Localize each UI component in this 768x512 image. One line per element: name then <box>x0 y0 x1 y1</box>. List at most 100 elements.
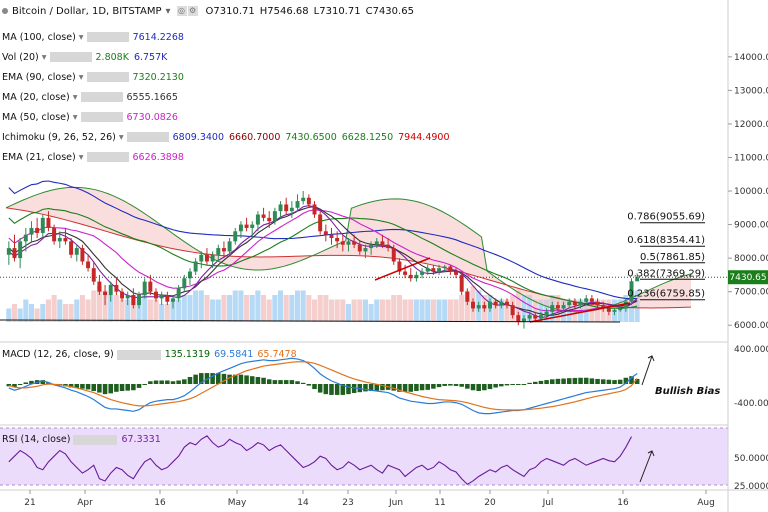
candle[interactable] <box>120 288 125 302</box>
candle[interactable] <box>272 207 277 225</box>
candle[interactable] <box>454 268 459 279</box>
indicator-dropdown-icon[interactable]: ▾ <box>72 111 78 123</box>
settings-icon[interactable]: ⚙ <box>187 6 198 16</box>
candle[interactable] <box>295 194 300 212</box>
candle[interactable] <box>233 227 238 245</box>
candle[interactable] <box>210 251 215 269</box>
candle[interactable] <box>578 298 583 309</box>
candle[interactable] <box>420 268 425 279</box>
candle[interactable] <box>18 238 23 269</box>
candle[interactable] <box>567 298 572 309</box>
candle[interactable] <box>204 248 209 265</box>
candle[interactable] <box>369 241 374 255</box>
indicator-controls[interactable] <box>49 52 92 62</box>
indicator-dropdown-icon[interactable]: ▾ <box>118 131 124 143</box>
candle[interactable] <box>23 227 28 252</box>
candle[interactable] <box>414 271 419 282</box>
candle[interactable] <box>154 288 158 302</box>
candle[interactable] <box>86 254 91 272</box>
indicator-controls[interactable] <box>80 112 123 122</box>
header-collapse-icon[interactable] <box>2 8 8 14</box>
indicator-controls[interactable] <box>86 72 129 82</box>
candle[interactable] <box>629 278 634 306</box>
trendline-lower[interactable] <box>529 302 631 323</box>
candle[interactable] <box>380 234 385 249</box>
candle[interactable] <box>40 214 45 238</box>
candle[interactable] <box>584 295 589 306</box>
candle[interactable] <box>471 298 475 312</box>
indicator-dropdown-icon[interactable]: ▾ <box>78 151 84 163</box>
candle[interactable] <box>312 201 317 218</box>
candle[interactable] <box>499 298 504 309</box>
candle[interactable] <box>391 244 396 265</box>
candle[interactable] <box>182 274 187 292</box>
indicator-controls[interactable] <box>86 32 129 42</box>
candle[interactable] <box>103 284 108 306</box>
candle[interactable] <box>142 278 147 299</box>
candle[interactable] <box>221 241 226 259</box>
candle[interactable] <box>340 234 345 252</box>
candle[interactable] <box>57 231 62 249</box>
indicator-row[interactable]: MA (50, close) ▾ 6730.0826 <box>2 107 455 127</box>
candle[interactable] <box>176 284 181 302</box>
candle[interactable] <box>403 264 408 279</box>
candle[interactable] <box>216 244 221 262</box>
candle[interactable] <box>572 298 577 309</box>
candle[interactable] <box>261 207 266 222</box>
candle[interactable] <box>250 221 255 238</box>
candle[interactable] <box>335 231 340 249</box>
candle[interactable] <box>187 268 192 285</box>
candle[interactable] <box>442 264 447 272</box>
candle[interactable] <box>244 217 249 232</box>
indicator-controls[interactable] <box>80 92 123 102</box>
candle[interactable] <box>52 224 57 245</box>
candle[interactable] <box>601 301 606 312</box>
candle[interactable] <box>363 244 368 259</box>
support-line[interactable] <box>0 319 621 323</box>
candle[interactable] <box>465 288 470 306</box>
candle[interactable] <box>493 298 498 309</box>
candle[interactable] <box>618 305 623 312</box>
candle[interactable] <box>301 191 306 205</box>
candle[interactable] <box>482 301 487 312</box>
candle[interactable] <box>329 227 334 245</box>
candle[interactable] <box>238 221 243 238</box>
indicator-dropdown-icon[interactable]: ▾ <box>72 91 78 103</box>
indicator-controls[interactable] <box>126 132 169 142</box>
candle[interactable] <box>148 274 153 296</box>
candle[interactable] <box>555 301 560 312</box>
candle[interactable] <box>357 241 362 255</box>
candle[interactable] <box>125 291 130 306</box>
candle[interactable] <box>165 291 170 306</box>
candle[interactable] <box>267 211 272 228</box>
candle[interactable] <box>346 238 351 252</box>
candle[interactable] <box>425 264 430 275</box>
macd-controls[interactable] <box>116 349 161 360</box>
symbol-dropdown-icon[interactable]: ▾ <box>165 5 171 17</box>
candle[interactable] <box>397 258 402 275</box>
indicator-row[interactable]: MA (20, close) ▾ 6555.1665 <box>2 87 455 107</box>
indicator-row[interactable]: MA (100, close) ▾ 7614.2268 <box>2 27 455 47</box>
candle[interactable] <box>278 201 283 218</box>
indicator-dropdown-icon[interactable]: ▾ <box>41 51 47 63</box>
candle[interactable] <box>437 264 442 275</box>
candle[interactable] <box>544 308 549 319</box>
candle[interactable] <box>171 295 175 309</box>
candle[interactable] <box>108 281 113 302</box>
candle[interactable] <box>448 264 453 275</box>
candle[interactable] <box>284 197 289 215</box>
candle[interactable] <box>561 301 566 312</box>
candle[interactable] <box>408 268 413 282</box>
candle[interactable] <box>114 278 119 296</box>
candle[interactable] <box>199 251 204 269</box>
candle[interactable] <box>323 224 328 242</box>
rsi-controls[interactable] <box>73 434 118 445</box>
candle[interactable] <box>193 258 198 275</box>
indicator-row[interactable]: EMA (21, close) ▾ 6626.3898 <box>2 147 455 167</box>
candle[interactable] <box>35 217 40 238</box>
candle[interactable] <box>504 298 509 309</box>
candle[interactable] <box>595 298 600 309</box>
candle[interactable] <box>63 227 68 245</box>
candle[interactable] <box>550 301 555 316</box>
